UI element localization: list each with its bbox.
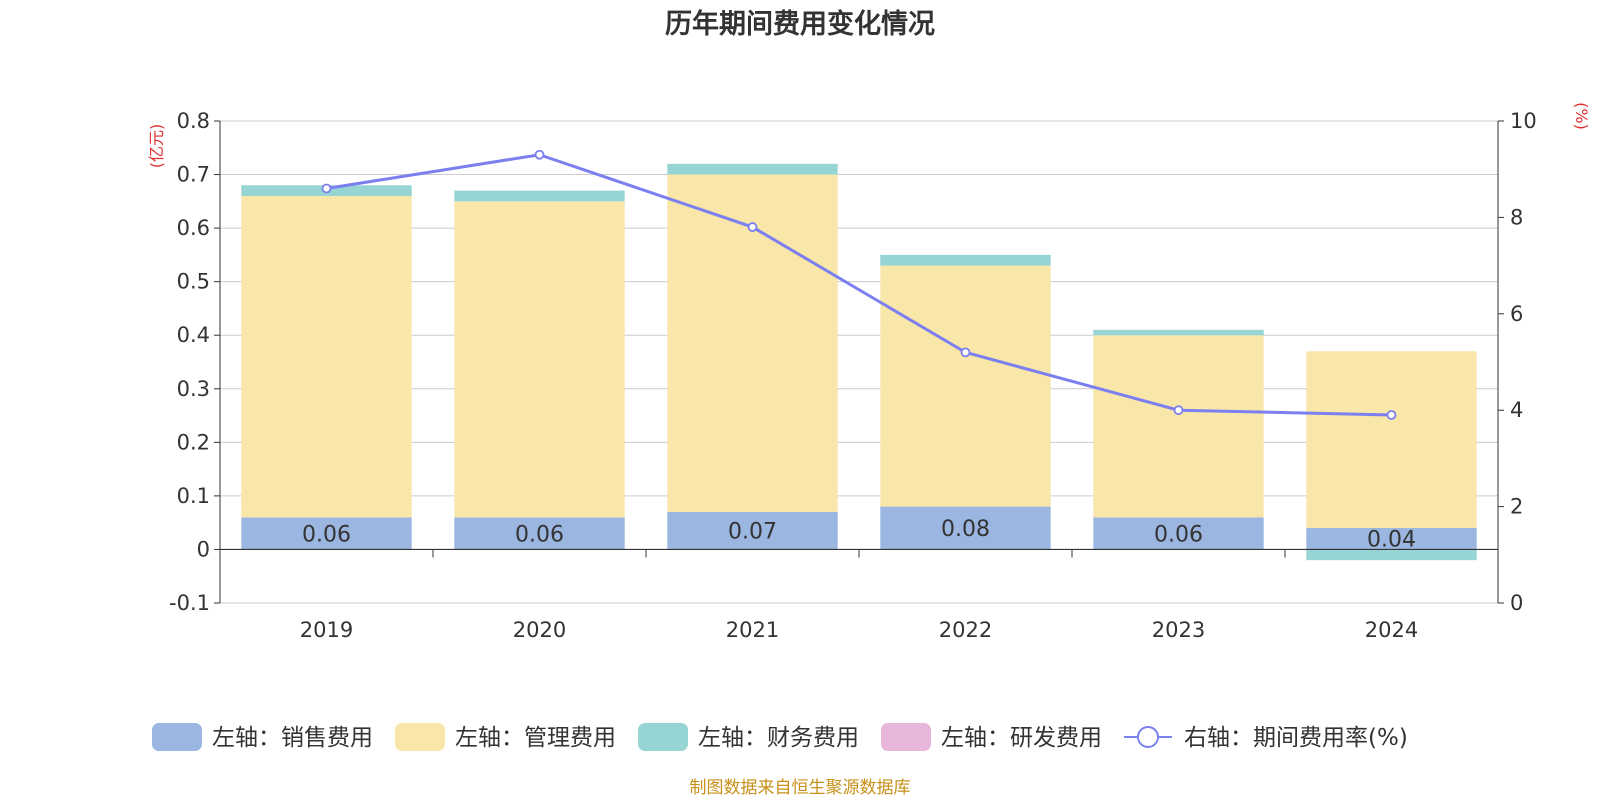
bar-segment bbox=[667, 511, 838, 550]
axis-layer: -0.1 0 0.1 0.2 0.3 0.4 0.5 0.6 0.7 0.8 0 2 4 6 8 10 2019… bbox=[147, 102, 1591, 642]
line-layer bbox=[321, 149, 1397, 420]
left-tick-label: -0.1 bbox=[169, 591, 210, 615]
left-tick-label: 0.6 bbox=[177, 216, 210, 240]
x-tick-label: 2019 bbox=[300, 618, 353, 642]
bar-segment bbox=[454, 190, 625, 202]
legend-label: 左轴：财务费用 bbox=[698, 725, 859, 751]
source-note: 制图数据来自恒生聚源数据库 bbox=[690, 778, 911, 798]
bar-data-label: 0.07 bbox=[728, 520, 777, 545]
bar-segment bbox=[241, 517, 412, 550]
left-tick-label: 0.2 bbox=[177, 430, 210, 454]
bar-segment bbox=[880, 265, 1051, 507]
rate-point bbox=[321, 183, 332, 194]
bar-data-label: 0.06 bbox=[302, 522, 351, 547]
left-axis-unit-label: (亿元) bbox=[147, 124, 166, 169]
rate-point bbox=[534, 149, 545, 160]
bar-data-label: 0.06 bbox=[515, 522, 564, 547]
right-tick-label: 8 bbox=[1510, 205, 1523, 229]
bar-layer bbox=[241, 163, 1477, 561]
label-layer: 0.06 0.06 0.07 0.08 0.06 0.04 bbox=[302, 517, 1416, 553]
bar-segment bbox=[454, 201, 625, 518]
rate-point bbox=[1173, 405, 1184, 416]
right-tick-label: 0 bbox=[1510, 591, 1523, 615]
legend-swatch bbox=[395, 723, 445, 751]
bar-segment bbox=[1093, 517, 1264, 550]
x-tick-label: 2022 bbox=[939, 618, 992, 642]
right-tick-label: 6 bbox=[1510, 302, 1523, 326]
legend-swatch bbox=[638, 723, 688, 751]
x-tick-label: 2023 bbox=[1152, 618, 1205, 642]
left-tick-label: 0 bbox=[197, 537, 210, 561]
right-tick-label: 2 bbox=[1510, 495, 1523, 519]
legend-label: 左轴：销售费用 bbox=[212, 725, 373, 751]
right-tick-label: 4 bbox=[1510, 398, 1523, 422]
left-tick-label: 0.5 bbox=[177, 270, 210, 294]
rate-line bbox=[326, 153, 1392, 417]
bar-segment bbox=[1093, 329, 1264, 336]
left-tick-label: 0.4 bbox=[177, 323, 210, 347]
bar-segment bbox=[241, 195, 412, 518]
rate-point bbox=[1386, 410, 1397, 420]
rate-point bbox=[747, 222, 758, 232]
left-tick-label: 0.3 bbox=[177, 377, 210, 401]
legend-label: 左轴：研发费用 bbox=[941, 725, 1102, 751]
bar-segment bbox=[667, 163, 838, 175]
legend-label: 右轴：期间费用率(%) bbox=[1184, 725, 1408, 751]
bar-segment bbox=[1093, 335, 1264, 518]
legend-label: 左轴：管理费用 bbox=[455, 725, 616, 751]
bar-segment bbox=[1306, 528, 1477, 550]
bar-segment bbox=[880, 506, 1051, 550]
bar-segment bbox=[880, 254, 1051, 266]
left-tick-label: 0.8 bbox=[177, 109, 210, 133]
x-tick-label: 2024 bbox=[1365, 618, 1418, 642]
legend-swatch bbox=[881, 723, 931, 751]
legend-swatch bbox=[152, 723, 202, 751]
bar-data-label: 0.06 bbox=[1154, 522, 1203, 547]
right-axis-unit-label: (%) bbox=[1572, 102, 1591, 130]
chart-title: 历年期间费用变化情况 bbox=[665, 8, 935, 40]
legend-marker bbox=[1137, 726, 1159, 748]
left-tick-label: 0.1 bbox=[177, 484, 210, 508]
bar-segment bbox=[1306, 549, 1477, 561]
bar-data-label: 0.04 bbox=[1367, 528, 1416, 553]
bar-segment bbox=[454, 517, 625, 550]
left-tick-label: 0.7 bbox=[177, 163, 210, 187]
right-tick-label: 10 bbox=[1510, 109, 1537, 133]
rate-point bbox=[960, 347, 971, 358]
x-tick-label: 2020 bbox=[513, 618, 566, 642]
x-tick-label: 2021 bbox=[726, 618, 779, 642]
legend: 左轴：销售费用 左轴：管理费用 左轴：财务费用 左轴：研发费用 右轴：期间费用率(%) bbox=[152, 723, 1408, 751]
bar-data-label: 0.08 bbox=[941, 517, 990, 542]
bar-segment bbox=[1306, 351, 1477, 529]
